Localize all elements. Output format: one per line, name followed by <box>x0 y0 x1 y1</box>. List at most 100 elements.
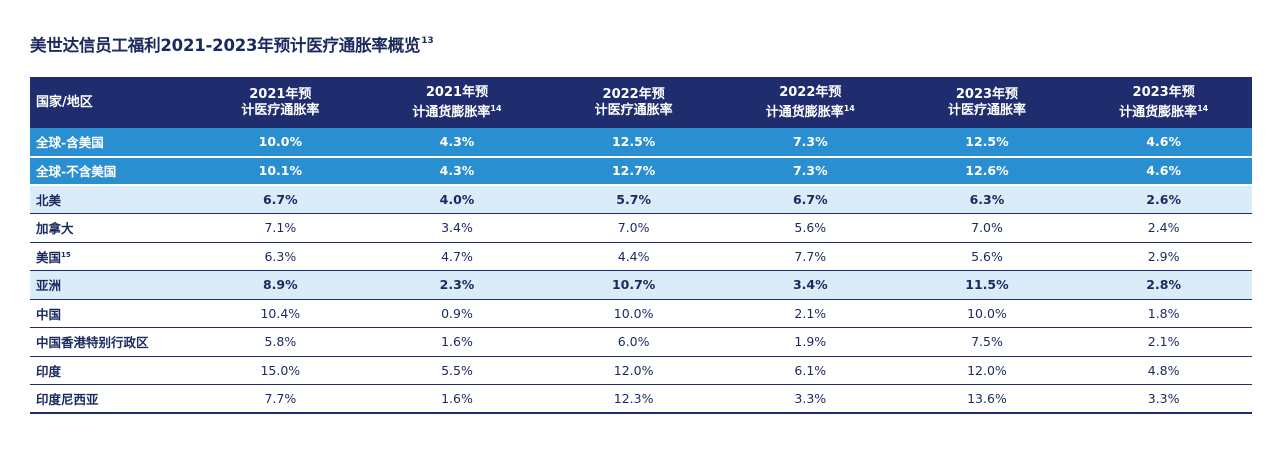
table-cell: 12.0% <box>545 356 722 385</box>
table-cell: 6.0% <box>545 327 722 357</box>
table-cell: 2.8% <box>1075 270 1252 300</box>
table-cell: 10.4% <box>192 299 369 328</box>
table-cell: 10.1% <box>192 156 369 186</box>
row-label-text: 印度尼西亚 <box>36 392 99 407</box>
row-label: 印度 <box>30 356 192 385</box>
table-row: 印度 15.0% 5.5% 12.0% 6.1% 12.0% 4.8% <box>30 356 1252 385</box>
table-cell: 1.6% <box>368 327 546 357</box>
row-label: 美国15 <box>30 242 192 271</box>
table-cell: 12.5% <box>545 128 722 158</box>
table-cell: 3.4% <box>368 213 546 243</box>
table-cell: 2.1% <box>1075 327 1252 357</box>
table-row: 中国香港特别行政区 5.8% 1.6% 6.0% 1.9% 7.5% 2.1% <box>30 327 1252 357</box>
row-label-text: 全球-不含美国 <box>36 164 117 180</box>
row-label: 全球-不含美国 <box>30 156 192 186</box>
inflation-table: 国家/地区 2021年预 计医疗通胀率 2021年预 计通货膨胀率14 2022年预 计医疗… <box>30 77 1252 414</box>
table-cell: 10.0% <box>545 299 722 328</box>
table-row: 印度尼西亚 7.7% 1.6% 12.3% 3.3% 13.6% 3.3% <box>30 384 1252 414</box>
table-row: 美国15 6.3% 4.7% 4.4% 7.7% 5.6% 2.9% <box>30 242 1252 271</box>
table-cell: 6.7% <box>721 185 899 214</box>
table-cell: 1.8% <box>1075 299 1252 328</box>
row-label-text: 美国 <box>36 249 62 265</box>
column-header-4: 2022年预 计通货膨胀率14 <box>721 77 899 128</box>
column-header-label: 2022年预 计医疗通胀率 <box>594 86 673 118</box>
row-label-text: 中国香港特别行政区 <box>36 335 149 351</box>
footnote-marker: 15 <box>61 250 71 259</box>
column-header-label: 国家/地区 <box>36 94 93 110</box>
table-cell: 15.0% <box>192 356 369 385</box>
table-cell: 1.6% <box>368 384 546 414</box>
table-cell: 7.7% <box>192 384 369 414</box>
column-header-label: 2021年预 计医疗通胀率 <box>241 86 320 118</box>
column-header-label: 2023年预 计医疗通胀率 <box>947 86 1026 118</box>
table-cell: 12.7% <box>545 156 722 186</box>
table-cell: 7.0% <box>898 213 1076 243</box>
column-header-region: 国家/地区 <box>30 77 192 128</box>
table-row: 全球-不含美国 10.1% 4.3% 12.7% 7.3% 12.6% 4.6% <box>30 156 1252 186</box>
table-cell: 12.0% <box>898 356 1076 385</box>
table-cell: 11.5% <box>898 270 1076 300</box>
table-cell: 4.6% <box>1075 156 1252 186</box>
table-cell: 10.7% <box>545 270 722 300</box>
table-row: 加拿大 7.1% 3.4% 7.0% 5.6% 7.0% 2.4% <box>30 213 1252 243</box>
column-header-label: 2023年预 计通货膨胀率 <box>1119 84 1198 120</box>
table-cell: 5.7% <box>545 185 722 214</box>
row-label-text: 加拿大 <box>36 221 74 237</box>
table-cell: 7.7% <box>721 242 899 271</box>
column-header-5: 2023年预 计医疗通胀率 <box>898 77 1076 128</box>
table-cell: 3.3% <box>721 384 899 414</box>
column-header-2: 2021年预 计通货膨胀率14 <box>368 77 546 128</box>
row-label: 中国香港特别行政区 <box>30 327 192 357</box>
table-cell: 3.3% <box>1075 384 1252 414</box>
row-label-text: 亚洲 <box>36 278 62 294</box>
table-cell: 5.8% <box>192 327 369 357</box>
table-cell: 4.3% <box>368 156 546 186</box>
table-cell: 4.4% <box>545 242 722 271</box>
table-row: 中国 10.4% 0.9% 10.0% 2.1% 10.0% 1.8% <box>30 299 1252 328</box>
column-header-3: 2022年预 计医疗通胀率 <box>545 77 722 128</box>
footnote-marker: 14 <box>843 103 855 113</box>
table-cell: 12.3% <box>545 384 722 414</box>
title-footnote: 13 <box>421 36 434 46</box>
row-label: 北美 <box>30 185 192 214</box>
table-cell: 13.6% <box>898 384 1076 414</box>
row-label-text: 北美 <box>36 193 62 208</box>
table-row: 全球-含美国 10.0% 4.3% 12.5% 7.3% 12.5% 4.6% <box>30 128 1252 158</box>
table-cell: 0.9% <box>368 299 546 328</box>
column-header-1: 2021年预 计医疗通胀率 <box>192 77 369 128</box>
table-cell: 12.6% <box>898 156 1076 186</box>
column-header-6: 2023年预 计通货膨胀率14 <box>1075 77 1252 128</box>
table-cell: 4.0% <box>368 185 546 214</box>
table-row: 北美 6.7% 4.0% 5.7% 6.7% 6.3% 2.6% <box>30 185 1252 214</box>
table-cell: 7.3% <box>721 156 899 186</box>
column-header-label: 2021年预 计通货膨胀率 <box>412 84 491 120</box>
table-cell: 5.5% <box>368 356 546 385</box>
row-label: 全球-含美国 <box>30 128 192 158</box>
table-cell: 7.0% <box>545 213 722 243</box>
table-cell: 7.3% <box>721 128 899 158</box>
table-cell: 10.0% <box>898 299 1076 328</box>
table-cell: 4.6% <box>1075 128 1252 158</box>
row-label: 亚洲 <box>30 270 192 300</box>
table-cell: 6.3% <box>192 242 369 271</box>
row-label-text: 中国 <box>36 306 62 322</box>
row-label-text: 全球-含美国 <box>36 135 104 151</box>
table-cell: 7.1% <box>192 213 369 243</box>
table-cell: 2.4% <box>1075 213 1252 243</box>
table-cell: 4.3% <box>368 128 546 158</box>
footnote-marker: 14 <box>490 103 502 113</box>
table-cell: 6.7% <box>192 185 369 214</box>
table-header-row: 国家/地区 2021年预 计医疗通胀率 2021年预 计通货膨胀率14 2022年预 计医疗… <box>30 77 1252 128</box>
footnote-marker: 14 <box>1197 103 1209 113</box>
table-cell: 2.9% <box>1075 242 1252 271</box>
table-cell: 2.1% <box>721 299 899 328</box>
page-title: 美世达信员工福利2021-2023年预计医疗通胀率概览13 <box>30 36 434 55</box>
table-cell: 12.5% <box>898 128 1076 158</box>
table-cell: 4.7% <box>368 242 546 271</box>
table-row: 亚洲 8.9% 2.3% 10.7% 3.4% 11.5% 2.8% <box>30 270 1252 300</box>
table-cell: 1.9% <box>721 327 899 357</box>
table-cell: 8.9% <box>192 270 369 300</box>
row-label-text: 印度 <box>36 363 62 379</box>
row-label: 中国 <box>30 299 192 328</box>
table-cell: 7.5% <box>898 327 1076 357</box>
